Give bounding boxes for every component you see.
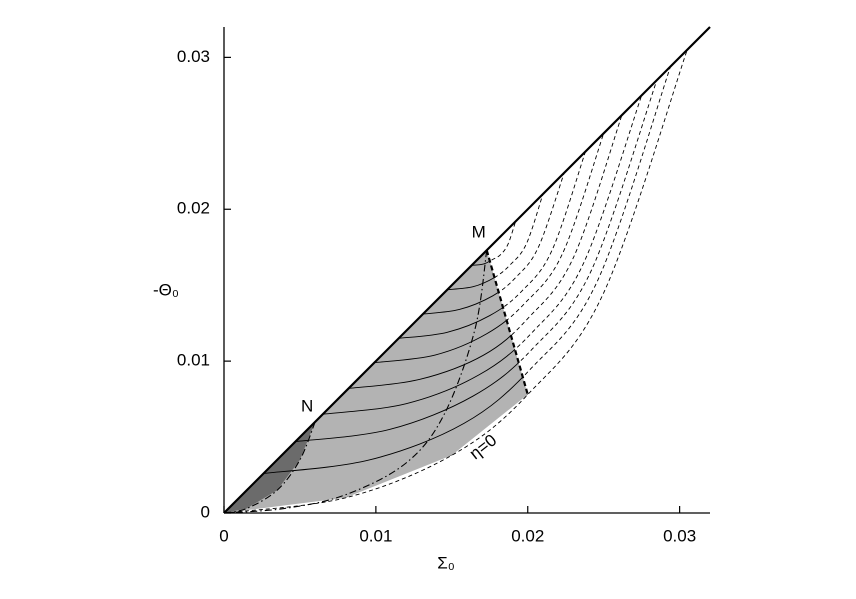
diagonal-line [223, 26, 711, 514]
curve-dashed [348, 114, 623, 389]
annotation: N [301, 396, 313, 415]
x-tick-label: 0.01 [359, 526, 392, 545]
curve [263, 250, 528, 474]
y-axis-label: -Θ₀ [153, 280, 179, 299]
y-tick-label: 0.02 [177, 199, 210, 218]
annotation: M [472, 223, 486, 242]
y-tick-label: 0.01 [177, 351, 210, 370]
x-tick-label: 0.03 [663, 526, 696, 545]
x-tick-label: 0 [219, 526, 228, 545]
x-tick-label: 0.02 [511, 526, 544, 545]
curve-dashed [374, 133, 605, 364]
x-axis-label: Σ₀ [437, 553, 455, 572]
y-tick-label: 0 [201, 502, 210, 521]
curve-dashed [398, 151, 586, 339]
y-tick-label: 0.03 [177, 47, 210, 66]
dash-dot-curve [223, 421, 316, 514]
boundary-line [485, 249, 529, 395]
dash-dot-curve [223, 250, 488, 514]
curve-dashed [263, 66, 671, 474]
curve-dashed [223, 49, 688, 514]
